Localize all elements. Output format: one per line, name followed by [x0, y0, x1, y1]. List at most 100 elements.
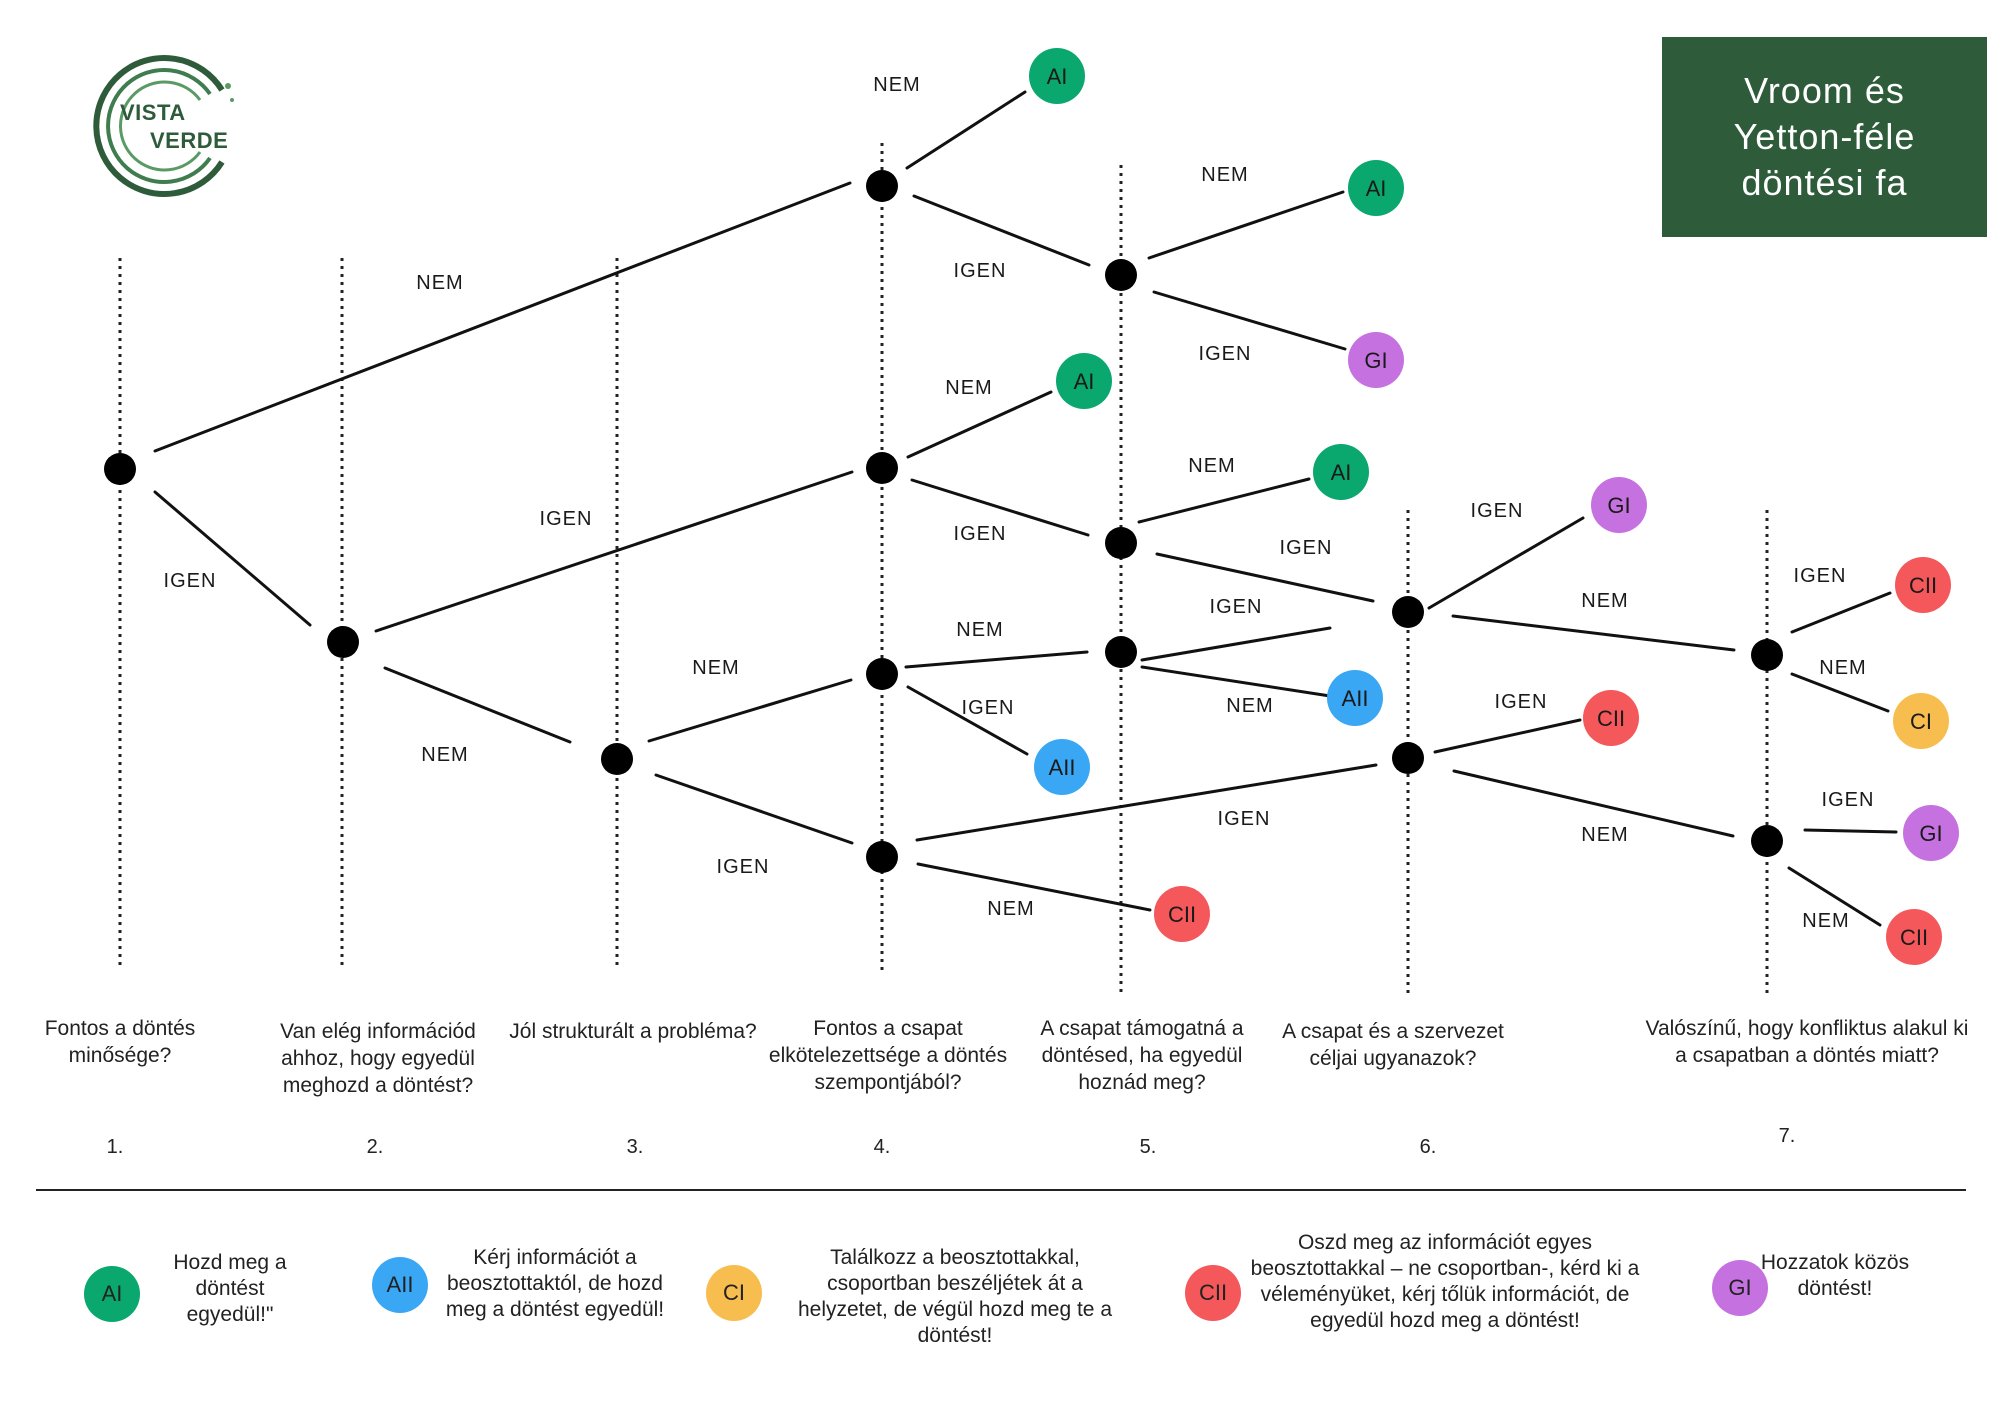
outcome-label: AI: [1074, 369, 1095, 394]
tree-branch: [1140, 665, 1332, 698]
legend-ai-description: Hozd meg a döntést egyedül!": [173, 1251, 287, 1326]
tree-branch: [1452, 769, 1735, 838]
outcome-label: CII: [1168, 902, 1196, 927]
decision-node: [1392, 596, 1424, 628]
edge-label: NEM: [1201, 164, 1248, 186]
legend-cii-description: Oszd meg az információt egyes beosztotta…: [1250, 1231, 1640, 1332]
edge-label: NEM: [1802, 910, 1849, 932]
tree-branch: [1433, 718, 1582, 754]
edge-label: IGEN: [1471, 500, 1524, 522]
edge-label: IGEN: [1495, 691, 1548, 713]
step-number-3: 3.: [626, 1136, 644, 1158]
outcome-gi-badge: GI: [1903, 805, 1959, 861]
decision-node: [1392, 742, 1424, 774]
outcome-label: AI: [1047, 64, 1068, 89]
outcome-gi-badge: GI: [1348, 332, 1404, 388]
question-5: A csapat támogatná a döntésed, ha egyedü…: [1040, 1017, 1244, 1094]
outcome-aii-badge: AII: [1034, 739, 1090, 795]
decision-node: [327, 626, 359, 658]
edge-label: NEM: [873, 74, 920, 96]
tree-branch: [654, 773, 854, 845]
tree-branch: [1803, 828, 1898, 834]
tree-branch: [916, 862, 1152, 912]
legend-gi-badge: GI: [1712, 1260, 1768, 1316]
tree-branch: [383, 666, 572, 744]
step-number-4: 4.: [873, 1136, 891, 1158]
tree-branch: [1140, 626, 1332, 662]
tree-branch: [1152, 290, 1347, 351]
outcome-label: CII: [1900, 925, 1928, 950]
tree-branch: [374, 470, 854, 633]
decision-node: [1751, 639, 1783, 671]
decision-node: [1105, 259, 1137, 291]
outcome-ai-badge: AI: [1348, 160, 1404, 216]
edge-label: IGEN: [1794, 565, 1847, 587]
tree-branch: [912, 194, 1091, 267]
outcome-label: GI: [1607, 493, 1630, 518]
step-number-1: 1.: [106, 1136, 124, 1158]
outcome-gi-badge: GI: [1591, 477, 1647, 533]
edge-label: NEM: [416, 272, 463, 294]
tree-branch: [153, 490, 312, 627]
decision-node: [866, 170, 898, 202]
legend-aii-badge: AII: [372, 1257, 428, 1313]
page-title: Vroom és Yetton-féle döntési fa: [1733, 70, 1916, 203]
edge-label: NEM: [1226, 695, 1273, 717]
edge-label: IGEN: [1199, 343, 1252, 365]
legend-ai-badge: AI: [84, 1266, 140, 1322]
question-1: Fontos a döntés minősége?: [44, 1017, 196, 1067]
edge-label: IGEN: [1822, 789, 1875, 811]
outcome-label: GI: [1364, 348, 1387, 373]
logo-word-vista: VISTA: [120, 100, 186, 125]
outcome-label: CI: [1910, 709, 1932, 734]
decision-node: [104, 453, 136, 485]
tree-branch: [1155, 552, 1375, 603]
question-4: Fontos a csapat elkötelezettsége a dönté…: [768, 1017, 1008, 1094]
legend-aii-description: Kérj információt a beosztottaktól, de ho…: [445, 1246, 665, 1321]
decision-node: [601, 743, 633, 775]
tree-branch: [1147, 190, 1345, 260]
legend-divider: [36, 1189, 1966, 1191]
tree-branch: [1790, 591, 1892, 634]
tree-branch: [647, 678, 853, 743]
decision-node: [866, 841, 898, 873]
edge-label: IGEN: [954, 260, 1007, 282]
legend-ci-badge: CI: [706, 1265, 762, 1321]
edge-label: NEM: [1581, 590, 1628, 612]
edge-label: IGEN: [1218, 808, 1271, 830]
tree-branch: [1427, 516, 1585, 610]
tree-branch: [1137, 477, 1311, 524]
outcome-ai-badge: AI: [1056, 353, 1112, 409]
question-2: Van elég információd ahhoz, hogy egyedül…: [280, 1020, 476, 1097]
decision-node: [1105, 527, 1137, 559]
outcome-ai-badge: AI: [1313, 444, 1369, 500]
outcome-ai-badge: AI: [1029, 48, 1085, 104]
tree-branch: [905, 90, 1027, 170]
tree-branch: [904, 650, 1089, 669]
tree-branch: [1790, 672, 1890, 713]
decision-node: [1751, 825, 1783, 857]
outcome-cii-badge: CII: [1895, 557, 1951, 613]
tree-branch: [153, 181, 852, 453]
question-7: Valószínű, hogy konfliktus alakul ki a c…: [1645, 1017, 1969, 1067]
tree-branch: [1451, 614, 1736, 652]
decision-node: [1105, 636, 1137, 668]
edge-label: IGEN: [540, 508, 593, 530]
tree-branch: [910, 478, 1090, 537]
logo-word-verde: VERDE: [150, 128, 229, 153]
legend-gi-description: Hozzatok közös döntést!: [1760, 1251, 1910, 1300]
tree-branch: [915, 763, 1378, 842]
edge-label: NEM: [692, 657, 739, 679]
decision-node: [866, 658, 898, 690]
step-number-2: 2.: [366, 1136, 384, 1158]
question-3: Jól strukturált a probléma?: [509, 1020, 757, 1043]
outcome-cii-badge: CII: [1154, 886, 1210, 942]
step-number-7: 7.: [1778, 1125, 1796, 1147]
tree-branch: [906, 685, 1029, 756]
tree-branch: [906, 390, 1053, 459]
edge-label: NEM: [1581, 824, 1628, 846]
edge-label: IGEN: [962, 697, 1015, 719]
logo-rings-icon: [93, 55, 234, 197]
